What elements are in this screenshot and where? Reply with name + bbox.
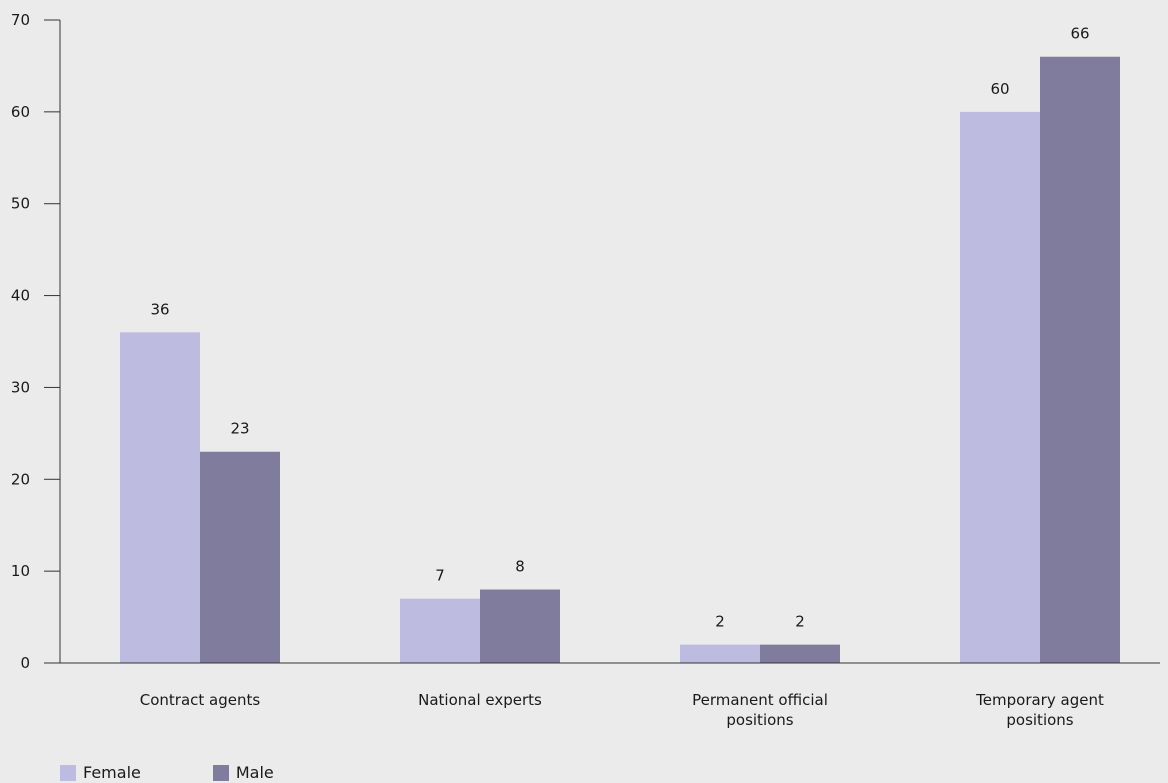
- y-tick-label: 10: [11, 562, 30, 580]
- bar-male: [480, 589, 560, 663]
- legend-swatch-male: [212, 765, 229, 781]
- legend: Female Male: [60, 763, 346, 783]
- y-tick-label: 40: [11, 287, 30, 305]
- bar-value-label: 7: [435, 567, 445, 585]
- legend-label-male: Male: [235, 763, 274, 782]
- y-tick-label: 50: [11, 195, 30, 213]
- bar-value-label: 23: [230, 420, 249, 438]
- bar-female: [960, 111, 1040, 664]
- category-label: National experts: [418, 691, 542, 709]
- bar-chart: 0 10 20 30 40 50 60 70 36 23 Contract agents 7 8 Nati…: [11, 11, 1160, 729]
- legend-label-female: Female: [83, 763, 141, 782]
- category-label: Temporary agent positions: [975, 691, 1104, 729]
- y-tick-label: 70: [11, 11, 30, 29]
- legend-item-male: Male: [212, 763, 274, 783]
- y-tick-label: 0: [20, 654, 30, 672]
- y-tick-label: 20: [11, 470, 30, 488]
- category-label: Contract agents: [140, 691, 261, 709]
- bar-value-label: 36: [150, 300, 169, 318]
- legend-item-female: Female: [60, 763, 141, 783]
- bar-male: [200, 451, 280, 663]
- bar-female: [680, 644, 760, 663]
- bar-female: [120, 332, 200, 663]
- bar-value-label: 2: [715, 613, 725, 631]
- bar-male: [760, 644, 840, 663]
- bar-value-label: 60: [990, 80, 1009, 98]
- y-tick-label: 60: [11, 103, 30, 121]
- bar-female: [400, 598, 480, 663]
- bar-male: [1040, 56, 1120, 663]
- y-tick-label: 30: [11, 378, 30, 396]
- legend-swatch-female: [60, 765, 76, 781]
- category-label: Permanent official positions: [692, 691, 828, 729]
- bar-value-label: 2: [795, 613, 805, 631]
- bar-value-label: 66: [1070, 25, 1089, 43]
- bar-value-label: 8: [515, 558, 525, 576]
